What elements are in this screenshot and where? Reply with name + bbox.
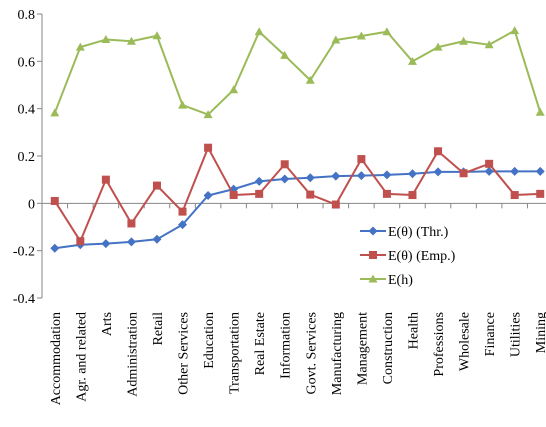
legend-label: E(θ) (Emp.) [388, 249, 456, 264]
data-point [459, 36, 469, 45]
x-tick-label: Construction [381, 312, 396, 384]
data-point [204, 143, 213, 152]
x-tick-label: Manufacturing [330, 312, 345, 395]
data-point [203, 110, 213, 119]
x-tick-label: Professions [432, 312, 447, 377]
x-tick-label: Management [355, 312, 370, 385]
data-point [76, 237, 85, 246]
series-line [53, 146, 541, 243]
data-point [510, 166, 520, 176]
data-point [535, 107, 545, 116]
y-tick-label: -0.2 [13, 245, 35, 260]
legend: E(θ) (Thr.) E(θ) (Emp.) E(h) [360, 225, 456, 288]
x-tick-label: Information [279, 312, 294, 379]
x-tick-label: Wholesale [458, 312, 473, 371]
data-point [434, 147, 443, 156]
data-point [382, 189, 391, 198]
x-tick-label: Mining [534, 312, 546, 353]
x-tick-label: Govt. Services [304, 312, 319, 394]
x-tick-label: Agr. and related [74, 312, 89, 402]
legend-label: E(h) [388, 273, 413, 288]
data-point [152, 181, 161, 190]
data-point [101, 175, 110, 184]
data-point [178, 100, 188, 109]
data-point [433, 167, 443, 177]
series-layer [50, 26, 545, 253]
data-point [331, 200, 340, 209]
data-point [510, 26, 520, 35]
axes: -0.4 -0.2 0 0.2 0.4 0.6 0.8 Accommodation Agr. a… [13, 8, 546, 405]
data-point [459, 169, 468, 178]
data-point [382, 170, 392, 180]
series-triangle [50, 26, 545, 119]
data-point [433, 42, 443, 51]
data-point [178, 220, 188, 230]
x-tick-label: Other Services [177, 312, 192, 395]
data-point [407, 169, 417, 179]
y-tick-label: 0.6 [18, 55, 36, 70]
legend-marker [368, 226, 378, 236]
data-point [75, 42, 85, 51]
data-point [305, 75, 315, 84]
data-point [127, 219, 136, 228]
y-tick-label: 0.8 [18, 8, 36, 23]
data-point [306, 190, 315, 199]
y-tick-label: 0.2 [18, 150, 36, 165]
series-square [50, 143, 545, 246]
y-tick-label: -0.4 [13, 292, 35, 307]
data-point [229, 191, 238, 200]
data-point [152, 31, 162, 40]
data-point [536, 189, 545, 198]
data-point [510, 191, 519, 200]
series-line [53, 29, 542, 116]
data-point [255, 189, 264, 198]
data-point [331, 171, 341, 181]
legend-marker [368, 274, 378, 283]
data-point [50, 243, 60, 253]
data-point [178, 207, 187, 216]
data-point [254, 176, 264, 186]
x-tick-label: Real Estate [253, 312, 268, 375]
data-point [101, 35, 111, 44]
data-point [535, 166, 545, 176]
legend-marker [369, 251, 377, 259]
legend-label: E(θ) (Thr.) [388, 225, 449, 240]
data-point [331, 35, 341, 44]
data-point [484, 166, 494, 176]
x-tick-label: Accommodation [49, 312, 64, 405]
data-point [280, 174, 290, 184]
data-point [305, 173, 315, 183]
x-tick-label: Retail [151, 312, 166, 346]
data-point [484, 40, 494, 49]
data-point [356, 31, 366, 40]
data-point [407, 56, 417, 65]
x-tick-label: Arts [100, 312, 115, 336]
data-point [152, 234, 162, 244]
data-point [356, 171, 366, 181]
data-point [254, 27, 264, 36]
series-line [54, 170, 541, 250]
x-tick-label: Utilities [509, 312, 524, 357]
data-point [101, 239, 111, 249]
data-point [382, 27, 392, 36]
y-tick-label: 0.4 [18, 103, 36, 118]
data-point [126, 237, 136, 247]
data-point [50, 108, 60, 117]
data-point [280, 160, 289, 169]
x-tick-label: Health [406, 312, 421, 349]
x-tick-label: Administration [125, 312, 140, 397]
x-tick-label: Transportation [228, 312, 243, 394]
x-tick-label: Education [202, 312, 217, 369]
data-point [357, 155, 366, 164]
data-point [126, 36, 136, 45]
data-point [408, 191, 417, 200]
x-tick-label: Finance [483, 312, 498, 356]
data-point [280, 50, 290, 59]
data-point [229, 85, 239, 94]
y-tick-label: 0 [28, 197, 35, 212]
data-point [485, 159, 494, 168]
data-point [50, 196, 59, 205]
data-point [203, 191, 213, 201]
